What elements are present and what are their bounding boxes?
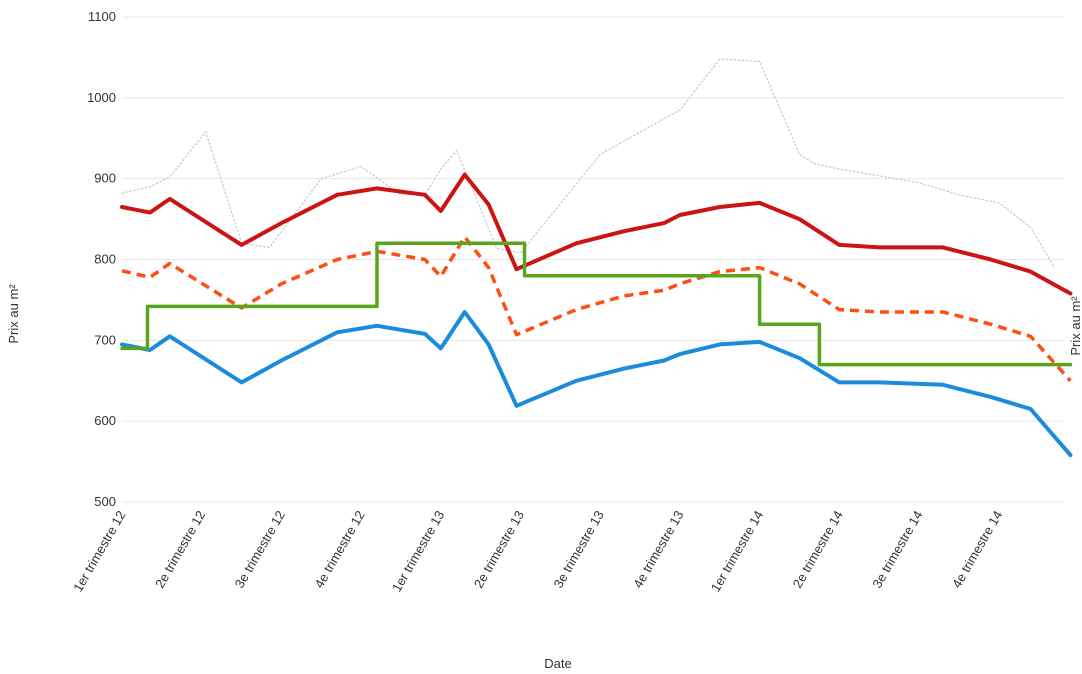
x-tick-label-7: 3e trimestre 13 bbox=[550, 508, 606, 591]
gridlines bbox=[122, 16, 1064, 503]
series-line-3 bbox=[121, 235, 1072, 382]
x-tick-label-2: 2e trimestre 12 bbox=[152, 508, 208, 591]
y-tick-label-1000: 1000 bbox=[87, 90, 116, 105]
x-tick-label-1: 1er trimestre 12 bbox=[70, 508, 129, 594]
y-axis-title: Prix au m² bbox=[6, 284, 21, 344]
series-line-5 bbox=[120, 241, 1073, 367]
y-tick-label-700: 700 bbox=[94, 332, 116, 347]
x-axis-title: Date bbox=[544, 656, 571, 671]
x-tick-label-11: 3e trimestre 14 bbox=[869, 508, 925, 591]
y-tick-label-1100: 1100 bbox=[88, 9, 116, 24]
x-tick-label-6: 2e trimestre 13 bbox=[471, 508, 527, 591]
y-tick-label-600: 600 bbox=[94, 413, 116, 428]
y-tick-label-500: 500 bbox=[94, 494, 116, 509]
x-axis-ticks: 1er trimestre 12 2e trimestre 12 3e trimes… bbox=[70, 508, 1005, 594]
x-tick-label-3: 3e trimestre 12 bbox=[232, 508, 288, 591]
y-tick-label-800: 800 bbox=[94, 252, 116, 267]
series-lines bbox=[120, 58, 1073, 458]
x-tick-label-5: 1er trimestre 13 bbox=[389, 508, 448, 594]
series-line-2 bbox=[120, 172, 1073, 296]
x-tick-label-12: 4e trimestre 14 bbox=[949, 508, 1005, 591]
series-line-4 bbox=[120, 310, 1073, 458]
x-tick-label-10: 2e trimestre 14 bbox=[790, 508, 846, 591]
y-tick-label-900: 900 bbox=[94, 171, 116, 186]
series-line-1 bbox=[121, 58, 1056, 269]
y-axis-ticks: 500 600 700 800 900 1000 1100 bbox=[87, 9, 116, 509]
y-axis-title-right: Prix au m² bbox=[1068, 296, 1082, 356]
x-tick-label-8: 4e trimestre 13 bbox=[630, 508, 686, 591]
x-tick-label-4: 4e trimestre 12 bbox=[311, 508, 367, 591]
x-tick-label-9: 1er trimestre 14 bbox=[708, 508, 767, 594]
